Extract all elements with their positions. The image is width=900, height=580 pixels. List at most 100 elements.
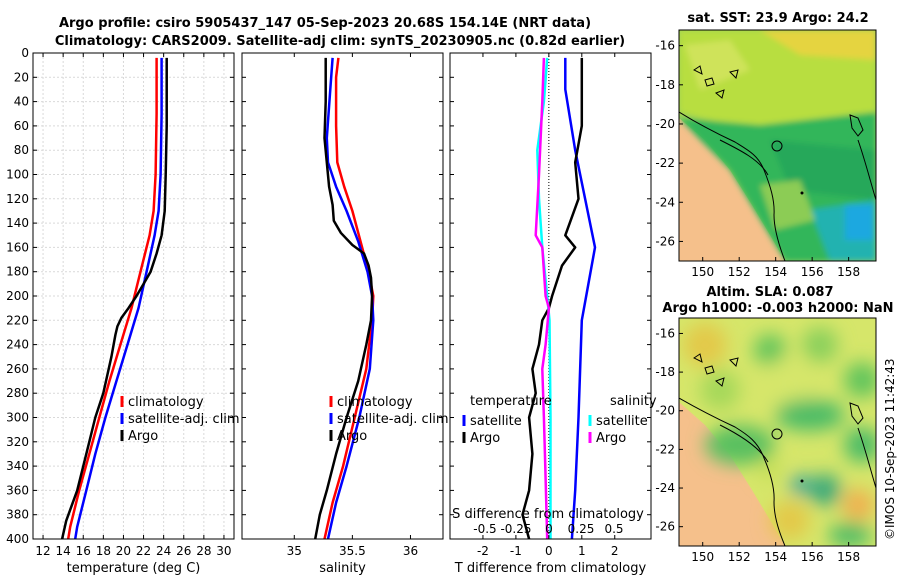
y-tick-label: 320: [6, 435, 29, 449]
map-x-tick-label: 152: [728, 265, 751, 279]
x-axis-label: T difference from climatology: [454, 561, 647, 576]
x-tick-label: 2: [611, 544, 619, 558]
x-axis-label: salinity: [319, 561, 366, 576]
y-tick-label: 100: [6, 168, 29, 182]
title-line2: Climatology: CARS2009. Satellite-adj cli…: [55, 34, 625, 49]
x-tick-label: 36: [403, 544, 418, 558]
y-tick-label: 80: [14, 143, 29, 157]
s-diff-tick-label: 0.5: [604, 522, 623, 536]
argo-position-marker: [771, 140, 783, 152]
map2-title-line2: Argo h1000: -0.003 h2000: NaN: [662, 301, 893, 316]
map-y-tick-label: -16: [655, 39, 675, 53]
x-tick-label: 30: [216, 544, 231, 558]
x-tick-label: 12: [35, 544, 50, 558]
map2-title-line1: Altim. SLA: 0.087: [707, 285, 834, 300]
y-tick-label: 260: [6, 362, 29, 376]
legend-heading-salinity: salinity: [610, 394, 657, 409]
map-x-tick-label: 156: [801, 550, 824, 564]
series-line-temperature-satellite: [564, 57, 597, 540]
x-tick-label: 35.5: [339, 544, 366, 558]
x-tick-label: -1: [510, 544, 522, 558]
series-line-satellite-adj-clim: [73, 57, 163, 540]
legend-label: climatology: [128, 395, 204, 410]
x-tick-label: 18: [96, 544, 111, 558]
y-tick-label: 220: [6, 313, 29, 327]
y-tick-label: 280: [6, 386, 29, 400]
series-line-argo: [313, 57, 374, 540]
map-x-tick-label: 152: [728, 550, 751, 564]
map1-title: sat. SST: 23.9 Argo: 24.2: [687, 11, 868, 26]
sst-map: 150 152 154 156 158 -16 -18 -20 -22 -24 -26: [655, 29, 877, 279]
y-tick-label: 340: [6, 459, 29, 473]
map-x-tick-label: 156: [801, 265, 824, 279]
y-tick-label: 40: [14, 95, 29, 109]
y-tick-label: 300: [6, 411, 29, 425]
y-tick-label: 120: [6, 192, 29, 206]
map-y-tick-label: -24: [655, 195, 675, 209]
series-line-satellite-adj-clim: [325, 57, 375, 540]
x-tick-label: 26: [176, 544, 191, 558]
legend-label: Argo: [337, 429, 367, 444]
x-tick-label: 35: [287, 544, 302, 558]
x-tick-label: 14: [56, 544, 71, 558]
legend-label: satellite: [470, 414, 522, 429]
legend-label: Argo: [596, 431, 626, 446]
copyright-stamp: ©IMOS 10-Sep-2023 11:42:43: [883, 358, 897, 540]
y-tick-label: 200: [6, 289, 29, 303]
map-x-tick-label: 158: [837, 265, 860, 279]
legend-label: Argo: [128, 429, 158, 444]
s-diff-tick-label: -0.25: [500, 522, 531, 536]
legend-heading-temperature: temperature: [470, 394, 552, 409]
series-line-argo: [60, 57, 168, 540]
difference-panel: -2 -1 0 1 2 T difference from climatology temp…: [449, 52, 657, 576]
map-y-tick-label: -20: [655, 404, 675, 418]
legend-label: satellite: [596, 414, 648, 429]
x-tick-label: -2: [477, 544, 489, 558]
map-y-tick-label: -20: [655, 117, 675, 131]
x-tick-label: 24: [156, 544, 171, 558]
y-tick-label: 380: [6, 508, 29, 522]
x-axis-label: temperature (deg C): [67, 561, 201, 576]
map-x-tick-label: 150: [691, 550, 714, 564]
map-x-tick-label: 154: [764, 265, 787, 279]
y-tick-label: 180: [6, 265, 29, 279]
s-diff-tick-label: 0.25: [568, 522, 595, 536]
salinity-panel: 35 35.5 36 salinity climatology satellite-adj…: [241, 52, 449, 576]
sla-map: 150 152 154 156 158 -16 -18 -20 -22 -24 -26: [655, 317, 877, 564]
map-y-tick-label: -16: [655, 326, 675, 340]
map-y-tick-label: -18: [655, 365, 675, 379]
y-tick-label: 60: [14, 119, 29, 133]
x-tick-label: 28: [196, 544, 211, 558]
series-line-climatology: [66, 57, 158, 540]
s-diff-axis-label: S difference from climatology: [452, 507, 644, 522]
legend-label: Argo: [470, 431, 500, 446]
legend-label: satellite-adj. clim: [128, 412, 240, 427]
map-y-tick-label: -24: [655, 481, 675, 495]
map-y-tick-label: -26: [655, 520, 675, 534]
series-line-salinity-argo: [534, 57, 551, 540]
sla-map-coastline: [679, 397, 786, 546]
legend-label: climatology: [337, 395, 413, 410]
x-tick-label: 1: [578, 544, 586, 558]
series-line-temperature-argo: [521, 57, 584, 540]
x-tick-label: 20: [116, 544, 131, 558]
y-tick-label: 20: [14, 70, 29, 84]
title-line1: Argo profile: csiro 5905437_147 05-Sep-2…: [59, 16, 591, 31]
legend-label: satellite-adj. clim: [337, 412, 449, 427]
map-x-tick-label: 158: [837, 550, 860, 564]
y-tick-label: 140: [6, 216, 29, 230]
map-x-tick-label: 154: [764, 550, 787, 564]
map-y-tick-label: -18: [655, 78, 675, 92]
y-tick-label: 240: [6, 338, 29, 352]
s-diff-tick-label: -0.5: [473, 522, 496, 536]
y-tick-label: 160: [6, 240, 29, 254]
sst-map-coastline: [679, 111, 786, 261]
x-tick-label: 22: [136, 544, 151, 558]
map-y-tick-label: -26: [655, 234, 675, 248]
map-x-tick-label: 150: [691, 265, 714, 279]
y-tick-label: 400: [6, 532, 29, 546]
map-y-tick-label: -22: [655, 156, 675, 170]
y-tick-label: 360: [6, 483, 29, 497]
x-tick-label: 0: [545, 544, 553, 558]
